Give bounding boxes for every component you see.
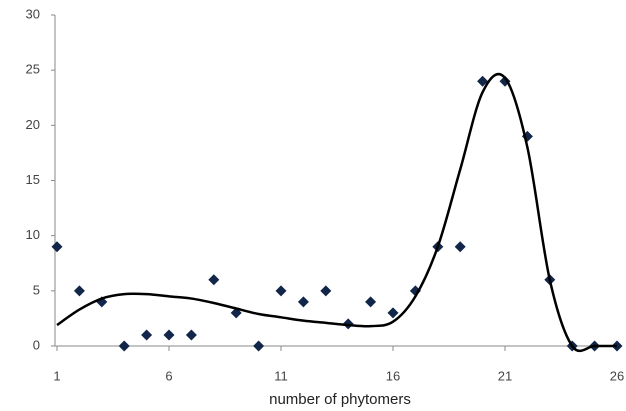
y-tick-label: 20 [26, 117, 40, 132]
data-point [297, 296, 309, 308]
data-point [320, 285, 332, 297]
y-tick-label: 5 [33, 282, 40, 297]
y-tick-label: 10 [26, 227, 40, 242]
y-tick-label: 25 [26, 62, 40, 77]
x-tick-label: 21 [498, 368, 512, 383]
data-point [253, 340, 265, 352]
data-point [73, 285, 85, 297]
data-point [118, 340, 130, 352]
data-point [141, 329, 153, 341]
x-tick-label: 1 [53, 368, 60, 383]
x-tick-label: 26 [610, 368, 624, 383]
y-tick-label: 15 [26, 172, 40, 187]
x-tick-label: 6 [165, 368, 172, 383]
data-point [477, 75, 489, 87]
y-tick-label: 30 [26, 6, 40, 21]
data-point [185, 329, 197, 341]
data-point [51, 241, 63, 253]
x-tick-label: 16 [386, 368, 400, 383]
fit-line [56, 72, 617, 353]
data-point [365, 296, 377, 308]
data-point [275, 285, 287, 297]
data-point [387, 307, 399, 319]
x-tick-label: 11 [274, 368, 288, 383]
x-axis-label: number of phytomers [269, 391, 411, 408]
y-tick-label: 0 [33, 337, 40, 352]
data-point [454, 241, 466, 253]
data-point [163, 329, 175, 341]
data-point [208, 274, 220, 286]
